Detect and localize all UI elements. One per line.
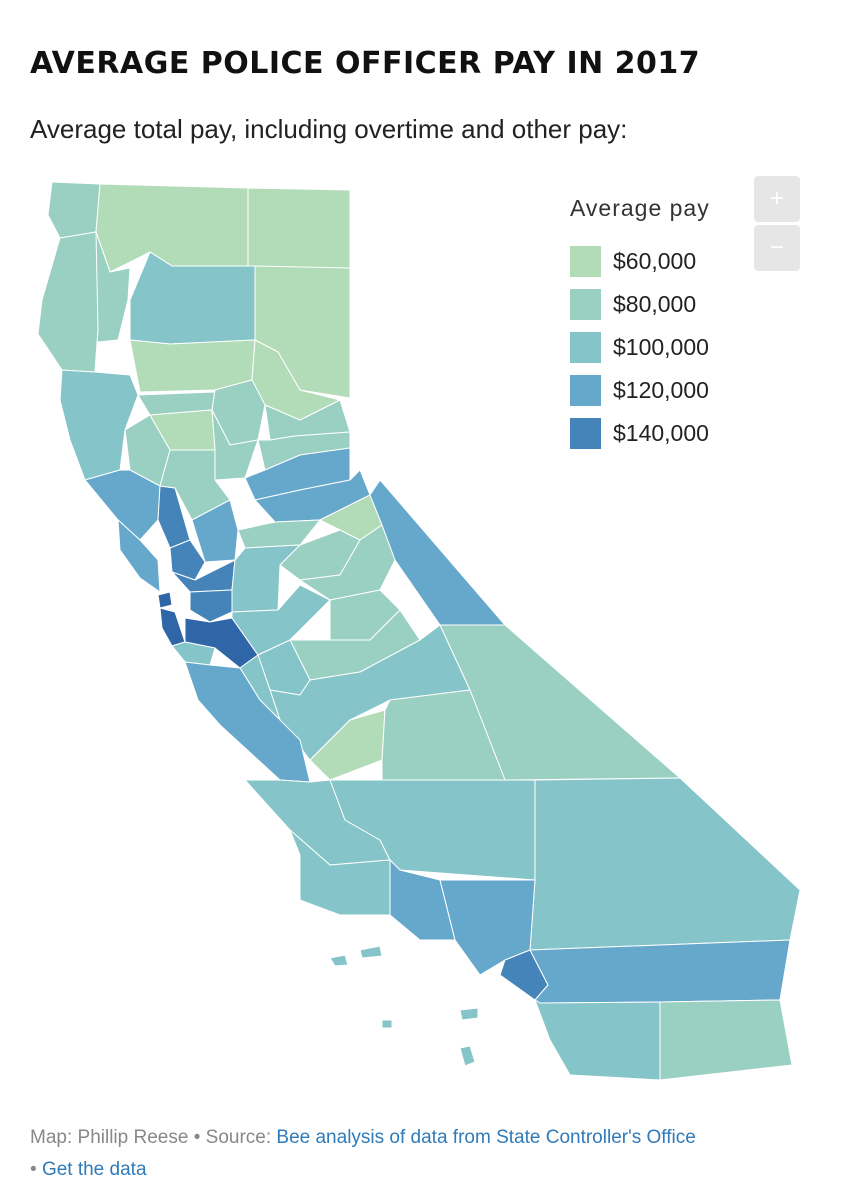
county-imperial[interactable]: [659, 999, 793, 1081]
county-san-bernardino[interactable]: [529, 777, 801, 951]
source-link[interactable]: Bee analysis of data from State Controll…: [276, 1127, 696, 1148]
county-santa-cruz[interactable]: [171, 641, 216, 666]
county-sacramento[interactable]: [191, 499, 239, 563]
county-kern[interactable]: [329, 779, 536, 881]
page-subtitle: Average total pay, including overtime an…: [30, 114, 628, 144]
county-del-norte[interactable]: [47, 181, 101, 239]
page-title: AVERAGE POLICE OFFICER PAY IN 2017: [30, 46, 701, 81]
county-mendocino[interactable]: [59, 369, 139, 481]
county-solano[interactable]: [169, 539, 206, 581]
get-data-link[interactable]: Get the data: [41, 1159, 147, 1180]
county-alameda[interactable]: [189, 589, 233, 623]
county-amador[interactable]: [237, 519, 321, 549]
legend-item-100k: $100,000: [570, 326, 710, 369]
county-modoc[interactable]: [247, 187, 351, 269]
legend-swatch: [570, 375, 601, 406]
map-credit: Map: Phillip Reese: [30, 1127, 189, 1148]
separator-dot: •: [193, 1127, 201, 1148]
legend-label: $140,000: [613, 420, 709, 446]
county-trinity[interactable]: [94, 231, 131, 373]
legend-swatch: [570, 246, 601, 277]
california-county-map[interactable]: [0, 170, 841, 1100]
legend-label: $120,000: [613, 377, 709, 403]
source-prefix: Source:: [205, 1127, 272, 1148]
legend-swatch: [570, 332, 601, 363]
county-san-mateo[interactable]: [159, 607, 186, 647]
county-san-diego[interactable]: [534, 999, 661, 1081]
county-riverside[interactable]: [529, 939, 791, 1004]
county-santa-barbara[interactable]: [289, 829, 391, 916]
county-monterey[interactable]: [184, 661, 311, 783]
zoom-in-button[interactable]: +: [754, 176, 800, 222]
legend-swatch: [570, 289, 601, 320]
county-marin[interactable]: [117, 519, 161, 593]
legend-item-60k: $60,000: [570, 240, 710, 283]
legend-item-80k: $80,000: [570, 283, 710, 326]
county-shasta[interactable]: [129, 251, 256, 345]
legend-title: Average pay: [570, 195, 710, 221]
zoom-out-button[interactable]: −: [754, 225, 800, 271]
map-legend: Average pay $60,000 $80,000 $100,000 $12…: [570, 195, 710, 455]
map-footer: Map: Phillip Reese • Source: Bee analysi…: [30, 1122, 810, 1186]
county-san-francisco[interactable]: [157, 591, 173, 609]
channel-islands[interactable]: [329, 945, 479, 1067]
county-siskiyou[interactable]: [95, 183, 249, 273]
legend-item-140k: $140,000: [570, 412, 710, 455]
legend-swatch: [570, 418, 601, 449]
legend-item-120k: $120,000: [570, 369, 710, 412]
county-stanislaus[interactable]: [231, 584, 331, 656]
legend-label: $60,000: [613, 248, 697, 274]
separator-dot: •: [30, 1159, 37, 1180]
legend-label: $100,000: [613, 334, 709, 360]
legend-label: $80,000: [613, 291, 697, 317]
